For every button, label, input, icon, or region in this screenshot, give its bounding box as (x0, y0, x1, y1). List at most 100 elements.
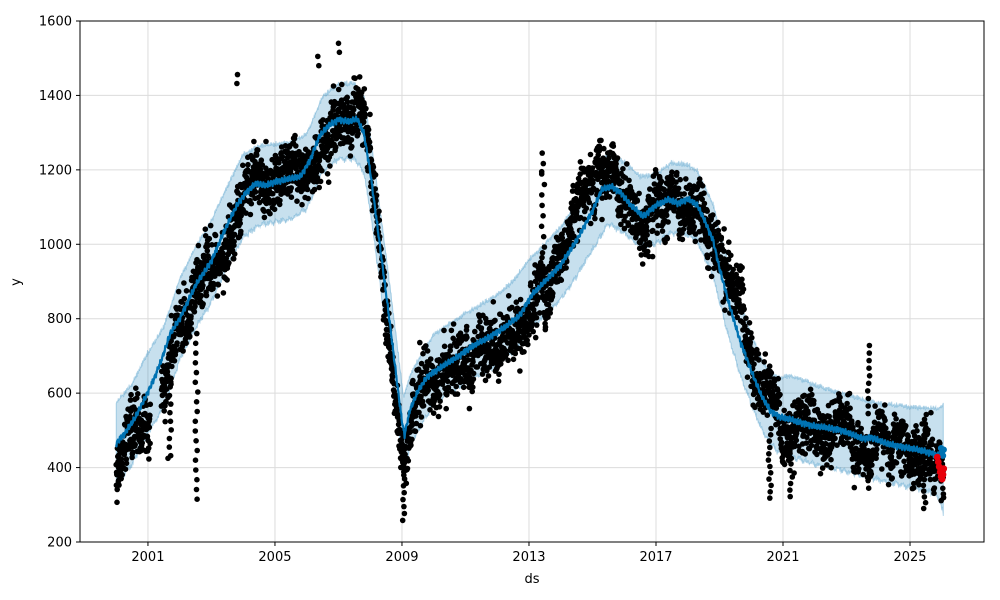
scatter-point (192, 428, 199, 434)
scatter-outlier (115, 477, 122, 484)
scatter-point (865, 403, 871, 409)
scatter-outlier (538, 168, 545, 175)
scatter-point (920, 488, 927, 494)
scatter-point (168, 427, 174, 433)
scatter-point (194, 496, 200, 503)
scatter-outlier (315, 53, 321, 60)
scatter-point (865, 380, 872, 387)
x-tick-label: 2017 (639, 550, 672, 565)
scatter-point (192, 340, 199, 347)
scatter-point (399, 517, 406, 524)
forecast-end-markers (937, 445, 947, 459)
scatter-point (166, 444, 173, 450)
scatter-point (192, 418, 199, 425)
scatter-point (540, 213, 546, 219)
x-tick-label: 2001 (131, 550, 164, 565)
scatter-point (541, 244, 548, 250)
scatter-point (401, 489, 408, 496)
scatter-point (192, 379, 199, 386)
scatter-point (767, 432, 774, 438)
anomaly-point-red (939, 471, 947, 478)
y-tick-label: 400 (47, 461, 72, 476)
x-tick-label: 2025 (893, 550, 926, 565)
y-tick-label: 1000 (39, 238, 72, 253)
scatter-point (789, 435, 795, 441)
scatter-point (864, 388, 871, 394)
forecast-end-point (939, 452, 947, 459)
scatter-point (400, 483, 407, 489)
scatter-point (922, 499, 929, 506)
scatter-point (540, 233, 547, 240)
scatter-point (921, 459, 927, 466)
scatter-point (920, 505, 927, 512)
scatter-point (920, 482, 927, 489)
scatter-outlier (234, 80, 240, 87)
scatter-point (400, 448, 407, 454)
x-axis-label: ds (524, 572, 539, 587)
scatter-point (866, 350, 873, 356)
scatter-point (766, 476, 772, 482)
scatter-point (541, 181, 548, 188)
y-tick-label: 600 (47, 387, 72, 402)
y-tick-label: 200 (47, 536, 72, 551)
scatter-point (401, 510, 408, 517)
scatter-point (787, 493, 793, 500)
scatter-point (194, 408, 200, 415)
scatter-point (766, 451, 772, 457)
scatter-point (400, 462, 407, 468)
scatter-outlier (234, 71, 241, 78)
plot-area: 2001 2005 2009 2013 2017 2021 2025 200 400 600 800… (39, 15, 985, 566)
scatter-point (767, 489, 773, 495)
scatter-point (401, 469, 407, 475)
scatter-point (540, 265, 547, 271)
scatter-point (539, 202, 545, 209)
scatter-point (400, 496, 406, 503)
scatter-point (920, 471, 927, 477)
scatter-point (166, 392, 173, 399)
scatter-point (167, 409, 173, 416)
scatter-point (192, 360, 199, 366)
scatter-outlier (165, 455, 171, 462)
scatter-point (193, 350, 199, 356)
scatter-point (766, 438, 773, 444)
scatter-point (193, 467, 199, 473)
trend-line (115, 115, 945, 459)
scatter-point (167, 384, 173, 390)
anomaly-points (933, 453, 948, 483)
scatter-point (401, 503, 407, 510)
y-axis-label: y (9, 278, 24, 286)
anomaly-point-red (940, 465, 948, 473)
scatter-point (787, 487, 793, 493)
y-tick-label: 1600 (39, 15, 72, 30)
axes-spines (79, 20, 985, 543)
scatter-point (194, 476, 200, 483)
scatter-outlier (335, 40, 342, 47)
scatter-point (539, 192, 545, 198)
scatter-point (787, 441, 794, 448)
scatter-point (767, 463, 773, 470)
scatter-point (399, 441, 405, 448)
axis-ticks: 2001 2005 2009 2013 2017 2021 2025 200 400 600 800… (39, 15, 927, 566)
scatter-point (193, 438, 199, 444)
scatter-point (767, 495, 773, 501)
scatter-point (193, 486, 200, 493)
scatter-point (401, 476, 408, 482)
scatter-point (399, 455, 405, 461)
scatter-point (866, 373, 873, 379)
scatter-point (921, 494, 928, 500)
scatter-point (539, 254, 545, 261)
scatter-streaks (115, 40, 929, 524)
scatter-point (921, 476, 928, 483)
scatter-point (195, 389, 201, 395)
y-tick-label: 800 (47, 312, 72, 327)
x-tick-label: 2013 (512, 550, 545, 565)
scatter-point (193, 399, 200, 405)
scatter-point (787, 467, 793, 474)
x-tick-label: 2005 (258, 550, 291, 565)
scatter-point (921, 465, 928, 471)
scatter-point (168, 401, 174, 407)
scatter-point (768, 425, 774, 432)
scatter-outlier (336, 49, 343, 56)
